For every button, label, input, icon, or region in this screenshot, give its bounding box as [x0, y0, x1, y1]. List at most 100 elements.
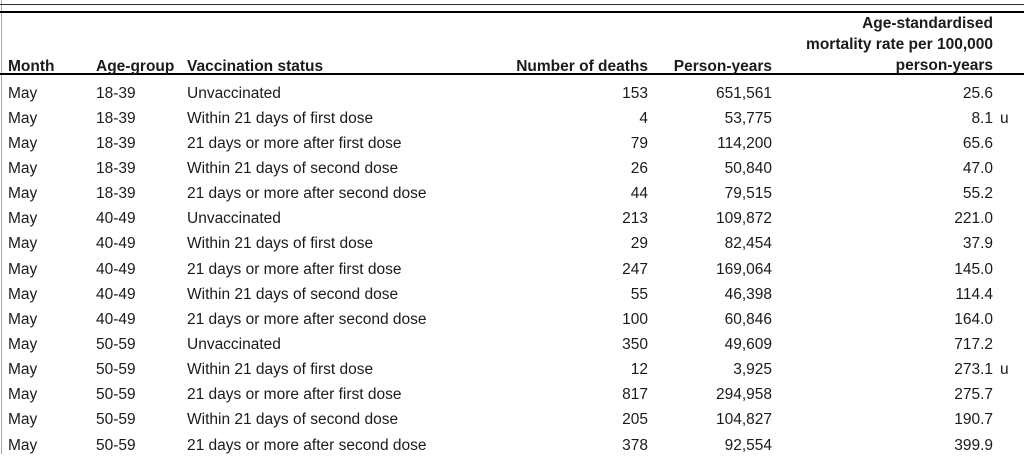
person-years-cell: 651,561: [715, 84, 772, 102]
column-header-person-years: Person-years: [673, 58, 772, 75]
person-years-cell: 294,958: [715, 386, 772, 404]
month-cell: May: [8, 159, 38, 177]
rate-cell: 399.9: [954, 436, 993, 454]
deaths-cell: 79: [630, 134, 648, 152]
vaccination-status-cell: 21 days or more after second dose: [187, 185, 427, 203]
person-years-cell: 3,925: [733, 361, 772, 379]
table-row: May 50-59 Unvaccinated 350 49,609 717.2: [0, 332, 1024, 357]
vaccination-status-cell: Within 21 days of second dose: [187, 159, 399, 177]
deaths-cell: 378: [622, 436, 648, 454]
person-years-cell: 82,454: [724, 235, 772, 253]
vaccination-status-cell: 21 days or more after second dose: [187, 310, 427, 328]
rate-cell: 145.0: [954, 260, 993, 278]
person-years-cell: 49,609: [724, 335, 772, 353]
column-header-age-group: Age-group: [96, 58, 175, 75]
month-cell: May: [8, 210, 38, 228]
age-group-cell: 18-39: [96, 134, 136, 152]
table-left-border: [1, 0, 2, 454]
rate-cell: 190.7: [954, 411, 993, 429]
deaths-cell: 12: [630, 361, 648, 379]
vaccination-status-cell: Unvaccinated: [187, 335, 281, 353]
person-years-cell: 92,554: [724, 436, 772, 454]
month-cell: May: [8, 109, 38, 127]
rate-cell: 275.7: [954, 386, 993, 404]
age-group-cell: 50-59: [96, 411, 136, 429]
month-cell: May: [8, 185, 38, 203]
age-group-cell: 40-49: [96, 310, 136, 328]
age-group-cell: 40-49: [96, 285, 136, 303]
age-group-cell: 40-49: [96, 210, 136, 228]
rate-cell: 65.6: [962, 134, 993, 152]
vaccination-status-cell: Within 21 days of second dose: [187, 411, 399, 429]
age-group-cell: 18-39: [96, 159, 136, 177]
deaths-cell: 213: [622, 210, 648, 228]
age-group-cell: 18-39: [96, 109, 136, 127]
month-cell: May: [8, 84, 38, 102]
age-group-cell: 50-59: [96, 361, 136, 379]
rate-cell: 55.2: [962, 185, 993, 203]
rate-cell: 273.1: [954, 361, 993, 379]
month-cell: May: [8, 235, 38, 253]
table-row: May 18-39 Within 21 days of second dose …: [0, 156, 1024, 181]
month-cell: May: [8, 361, 38, 379]
column-header-month: Month: [8, 58, 55, 75]
rate-header-line-1: Age-standardised: [862, 15, 993, 32]
deaths-cell: 817: [622, 386, 648, 404]
table-row: May 50-59 21 days or more after first do…: [0, 383, 1024, 408]
rate-cell: 47.0: [962, 159, 993, 177]
rate-header-line-2: mortality rate per 100,000: [806, 36, 993, 53]
month-cell: May: [8, 310, 38, 328]
age-group-cell: 50-59: [96, 436, 136, 454]
rate-cell: 717.2: [954, 335, 993, 353]
vaccination-status-cell: Within 21 days of first dose: [187, 361, 374, 379]
table-row: May 18-39 21 days or more after second d…: [0, 182, 1024, 207]
deaths-cell: 205: [622, 411, 648, 429]
rate-cell: 114.4: [955, 285, 993, 303]
rate-flag: u: [1000, 109, 1009, 127]
column-header-number-of-deaths: Number of deaths: [516, 58, 648, 75]
age-group-cell: 18-39: [96, 185, 136, 203]
person-years-cell: 104,827: [715, 411, 772, 429]
age-group-cell: 40-49: [96, 260, 136, 278]
vaccination-status-cell: Unvaccinated: [187, 210, 281, 228]
column-header-mortality-rate: Age-standardised mortality rate per 100,…: [772, 13, 993, 76]
deaths-cell: 350: [622, 335, 648, 353]
month-cell: May: [8, 134, 38, 152]
deaths-cell: 100: [622, 310, 648, 328]
month-cell: May: [8, 411, 38, 429]
month-cell: May: [8, 335, 38, 353]
deaths-cell: 55: [630, 285, 648, 303]
vaccination-status-cell: 21 days or more after second dose: [187, 436, 427, 454]
vaccination-status-cell: Within 21 days of first dose: [187, 235, 374, 253]
rate-flag: u: [1000, 361, 1009, 379]
vaccination-status-cell: Unvaccinated: [187, 84, 281, 102]
age-group-cell: 50-59: [96, 386, 136, 404]
table-row: May 50-59 Within 21 days of second dose …: [0, 408, 1024, 433]
age-group-cell: 40-49: [96, 235, 136, 253]
table-body: May 18-39 Unvaccinated 153 651,561 25.6 …: [0, 81, 1024, 458]
rate-cell: 8.1: [971, 109, 993, 127]
table-header-row: Month Age-group Vaccination status Numbe…: [0, 13, 1024, 75]
vaccination-status-cell: 21 days or more after first dose: [187, 134, 402, 152]
vaccination-status-cell: 21 days or more after first dose: [187, 260, 402, 278]
table-row: May 40-49 21 days or more after second d…: [0, 307, 1024, 332]
person-years-cell: 169,064: [715, 260, 772, 278]
age-group-cell: 18-39: [96, 84, 136, 102]
vaccination-status-cell: 21 days or more after first dose: [187, 386, 402, 404]
deaths-cell: 153: [622, 84, 648, 102]
month-cell: May: [8, 260, 38, 278]
table-row: May 40-49 21 days or more after first do…: [0, 257, 1024, 282]
rate-cell: 37.9: [962, 235, 993, 253]
person-years-cell: 50,840: [724, 159, 772, 177]
month-cell: May: [8, 436, 38, 454]
column-header-vaccination-status: Vaccination status: [187, 58, 324, 75]
month-cell: May: [8, 386, 38, 404]
person-years-cell: 53,775: [724, 109, 772, 127]
vaccination-status-cell: Within 21 days of second dose: [187, 285, 399, 303]
rate-cell: 25.6: [962, 84, 993, 102]
rate-cell: 164.0: [954, 310, 993, 328]
deaths-cell: 29: [630, 235, 648, 253]
table-row: May 18-39 21 days or more after first do…: [0, 131, 1024, 156]
table-row: May 50-59 21 days or more after second d…: [0, 433, 1024, 458]
table-row: May 50-59 Within 21 days of first dose 1…: [0, 358, 1024, 383]
